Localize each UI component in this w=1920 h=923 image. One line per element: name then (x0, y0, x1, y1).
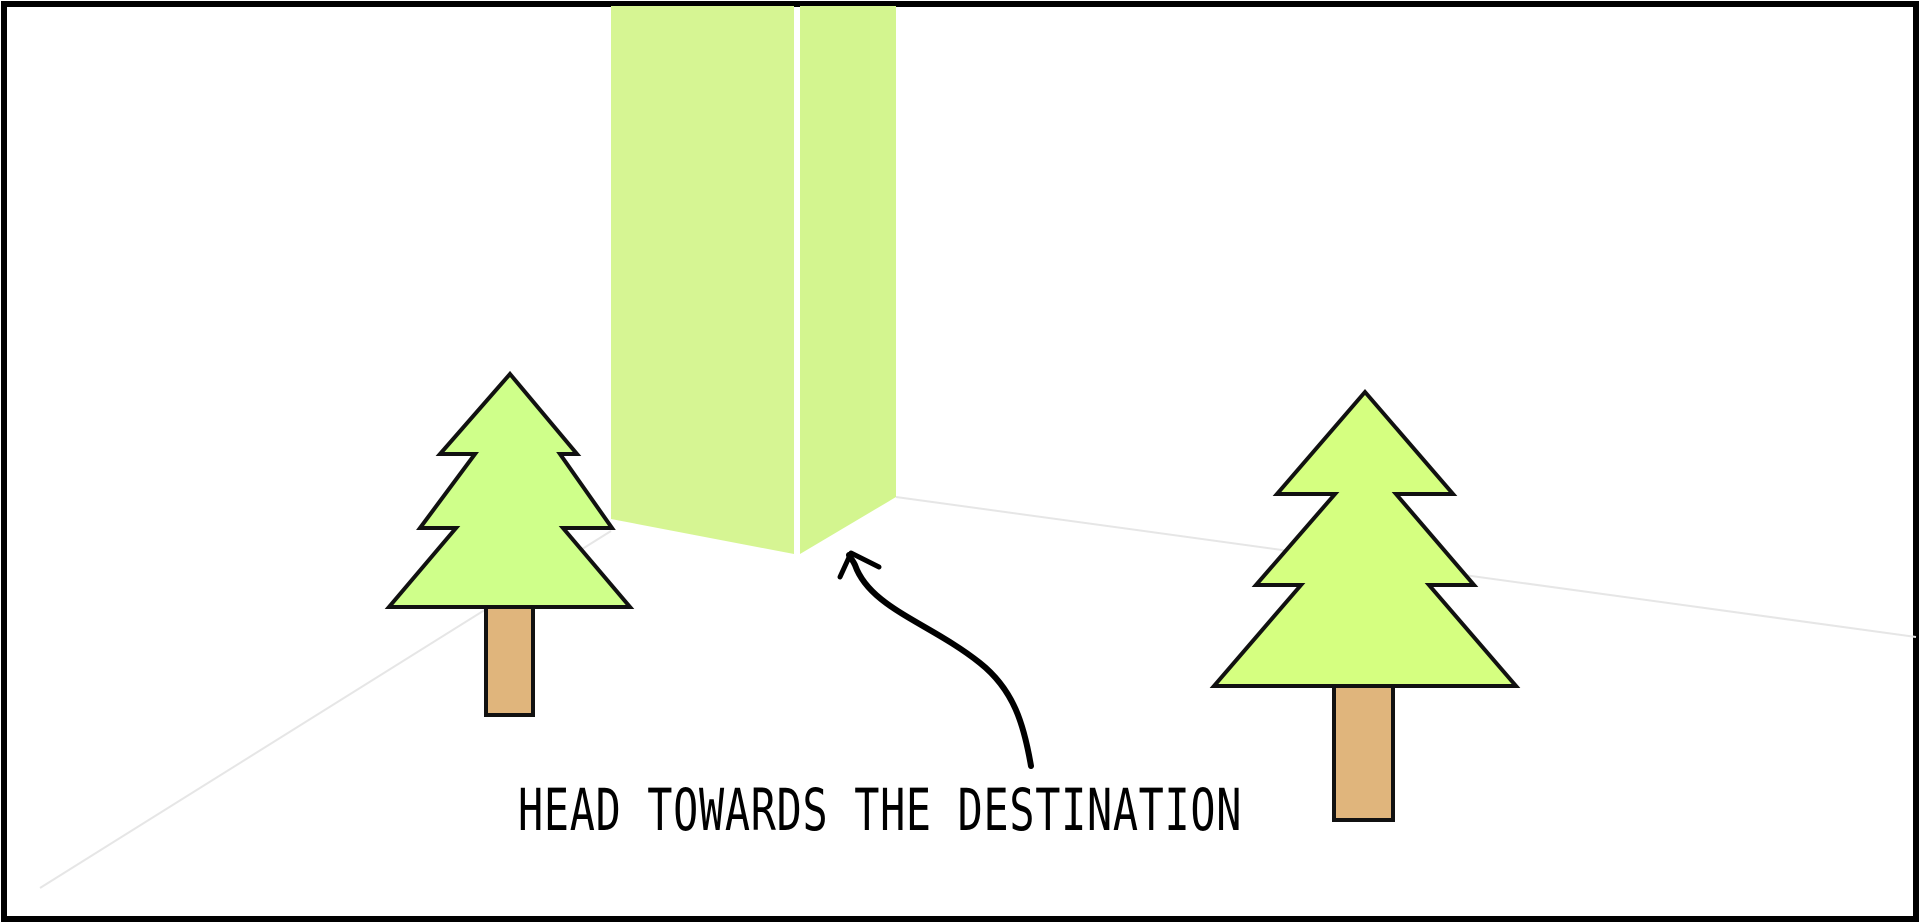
curved-arrow-icon (837, 550, 1034, 769)
pillar-left-face (611, 6, 794, 554)
tree-right-foliage (1209, 388, 1521, 688)
instruction-text: HEAD TOWARDS THE DESTINATION (518, 776, 1243, 844)
destination-pillar[interactable] (611, 6, 896, 554)
pine-tree-icon (384, 370, 635, 717)
tree-left-foliage (384, 370, 635, 609)
pine-tree-icon (1209, 388, 1521, 822)
tree-right-trunk (1332, 682, 1395, 822)
tree-left-trunk (484, 602, 535, 717)
pillar-right-face (800, 6, 896, 554)
